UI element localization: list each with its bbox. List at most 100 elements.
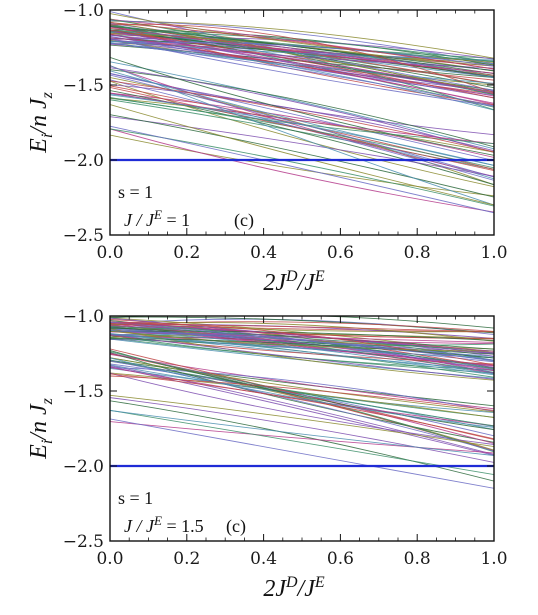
energy-level-line [110, 42, 494, 67]
energy-level-line [110, 357, 494, 413]
energy-level-line [110, 330, 494, 352]
energy-level-line [110, 375, 494, 411]
y-tick-label: −2.0 [63, 151, 104, 171]
energy-level-line [110, 13, 494, 63]
energy-level-line [110, 23, 494, 93]
energy-level-line [110, 114, 494, 198]
energy-level-line [110, 125, 494, 214]
energy-level-line [110, 21, 494, 94]
energy-level-line [110, 74, 494, 178]
energy-level-line [110, 321, 494, 352]
energy-level-line [110, 29, 494, 99]
energy-level-line [110, 61, 494, 150]
x-tick-labels-bottom: 0.0 0.2 0.4 0.6 0.8 1.0 [96, 549, 507, 569]
energy-level-line [110, 65, 494, 177]
energy-level-line [110, 400, 494, 482]
x-tick-label: 1.0 [480, 549, 507, 569]
energy-level-line [110, 65, 494, 206]
energy-level-line [110, 134, 494, 197]
y-tick-label: −1.5 [63, 382, 104, 402]
x-tick-label: 0.6 [327, 549, 354, 569]
annotation-ratio-top: J / JE = 1 [124, 207, 190, 230]
energy-level-line [110, 69, 494, 148]
energy-level-line [110, 410, 494, 456]
tick-marks-bottom [109, 315, 495, 542]
energy-level-line [110, 421, 494, 454]
energy-level-line [110, 25, 494, 62]
energy-level-line [110, 334, 494, 359]
energy-level-line [110, 94, 494, 166]
energy-level-line [110, 351, 494, 427]
energy-level-lines-bottom [110, 316, 494, 489]
y-tick-labels-top: −1.0 −1.5 −2.0 −2.5 [63, 1, 104, 246]
annotation-spin-bottom: s = 1 [118, 488, 153, 508]
energy-level-line [110, 86, 494, 171]
energy-level-line [110, 323, 494, 333]
energy-level-line [110, 42, 494, 107]
energy-level-line [110, 330, 494, 342]
energy-level-line [110, 26, 494, 74]
x-tick-label: 0.8 [404, 549, 431, 569]
energy-level-line [110, 418, 494, 489]
y-axis-label-bottom: Ei/n Jz [26, 397, 56, 459]
energy-level-line [110, 397, 494, 463]
x-tick-label: 0.0 [96, 549, 123, 569]
x-tick-label: 0.2 [173, 549, 200, 569]
energy-level-line [110, 80, 494, 153]
energy-level-line [110, 22, 494, 70]
energy-level-line [110, 334, 494, 380]
energy-level-line [110, 30, 494, 99]
energy-level-line [110, 394, 494, 448]
energy-level-line [110, 328, 494, 381]
panel-top: 0.0 0.2 0.4 0.6 0.8 1.0 −1.0 −1.5 −2.0 −2.5 Ei/n… [26, 1, 508, 296]
tick-marks-top [109, 9, 495, 236]
x-axis-label-top: 2JD/JE [263, 268, 325, 296]
energy-level-line [110, 357, 494, 428]
x-tick-label: 0.6 [327, 243, 354, 263]
energy-level-line [110, 79, 494, 181]
energy-level-line [110, 366, 494, 456]
y-tick-label: −1.0 [63, 307, 104, 327]
annotation-panel-top: (c) [234, 210, 254, 231]
energy-level-lines-top [110, 11, 494, 214]
y-axis-label-top: Ei/n Jz [26, 91, 56, 153]
annotation-ratio-bottom: J / JE = 1.5 [124, 513, 204, 536]
energy-level-line [110, 30, 494, 63]
x-tick-label: 0.0 [96, 243, 123, 263]
energy-level-line [110, 372, 494, 418]
energy-level-line [110, 316, 494, 329]
y-tick-label: −1.5 [63, 76, 104, 96]
energy-level-line [110, 321, 494, 361]
energy-level-line [110, 104, 494, 206]
energy-level-line [110, 316, 494, 334]
energy-level-line [110, 37, 494, 94]
energy-level-line [110, 38, 494, 107]
panel-bottom: 0.0 0.2 0.4 0.6 0.8 1.0 −1.0 −1.5 −2.0 −2.5 Ei/n… [26, 307, 508, 602]
x-tick-label: 0.8 [404, 243, 431, 263]
x-tick-label: 1.0 [480, 243, 507, 263]
y-tick-label: −2.5 [63, 226, 104, 246]
annotation-spin-top: s = 1 [118, 182, 153, 202]
energy-level-line [110, 365, 494, 455]
x-tick-label: 0.4 [250, 243, 277, 263]
energy-level-line [110, 128, 494, 213]
x-tick-label: 0.2 [173, 243, 200, 263]
x-tick-label: 0.4 [250, 549, 277, 569]
energy-level-line [110, 360, 494, 452]
energy-level-line [110, 80, 494, 188]
energy-level-line [110, 353, 494, 410]
energy-level-line [110, 373, 494, 440]
y-tick-label: −2.0 [63, 457, 104, 477]
energy-level-line [110, 90, 494, 186]
y-tick-label: −2.5 [63, 532, 104, 552]
y-tick-labels-bottom: −1.0 −1.5 −2.0 −2.5 [63, 307, 104, 552]
x-tick-labels-top: 0.0 0.2 0.4 0.6 0.8 1.0 [96, 243, 507, 263]
energy-level-line [110, 92, 494, 145]
energy-level-line [110, 116, 494, 177]
energy-level-line [110, 38, 494, 69]
x-axis-label-bottom: 2JD/JE [263, 574, 325, 602]
annotation-panel-bottom: (c) [226, 516, 246, 537]
energy-level-line [110, 338, 494, 359]
energy-level-line [110, 128, 494, 207]
